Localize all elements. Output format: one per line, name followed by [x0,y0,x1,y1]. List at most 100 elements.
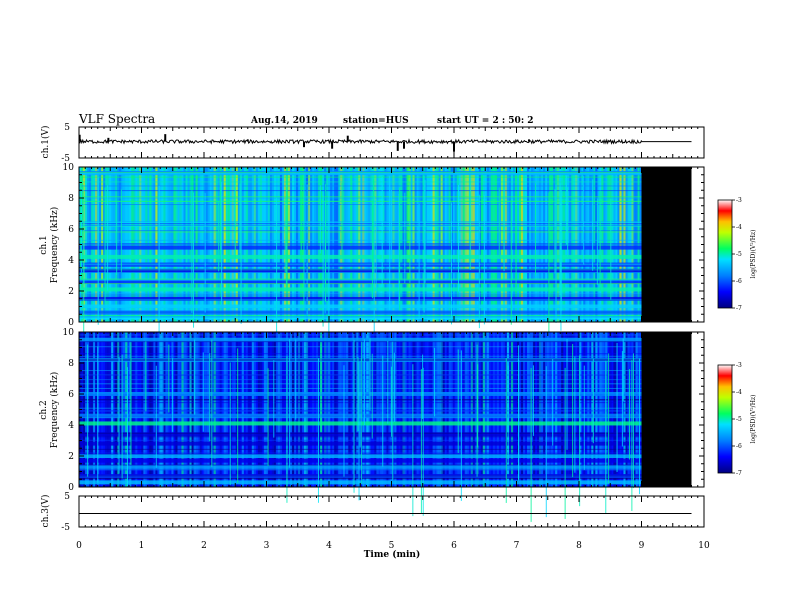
spectrogram-spike [130,342,132,465]
spectrogram-streak [352,332,355,487]
spectrogram-spike [193,192,195,328]
spectrogram-line [79,353,642,355]
spectrogram-spike [234,174,236,258]
spectrogram-streak [462,332,466,487]
spectrogram-streak [579,332,582,487]
spectrogram-spike [306,184,308,317]
spectrogram-streak [253,332,257,487]
spectrogram-streak [567,332,570,487]
spectrogram-streak [139,332,142,487]
spectrogram-streak [424,332,427,487]
spectrogram-spike [389,176,391,310]
spectrogram-spike [104,187,106,306]
spectrogram-line [79,171,642,173]
colorbar-tick-label: -6 [736,278,742,285]
spectrogram-streak [245,332,249,487]
spectrogram-streak [111,332,114,487]
spectrogram-streak [354,332,357,487]
spectrogram-streak [623,332,626,487]
spectrogram-streak [356,332,359,487]
spectrogram-streak [474,332,478,487]
spectrogram-streak [524,332,528,487]
spectrogram-streak [585,332,588,487]
spectrogram-line [79,173,642,175]
spectrogram-streak [295,332,299,487]
colorbar-tick-label: -4 [736,224,742,231]
spectrogram-spike [343,365,345,477]
spectrogram-spike [583,175,585,265]
spectrogram-streak [486,332,490,487]
spectrogram-streak [344,332,347,487]
spectrogram-streak [396,332,399,487]
spectrogram-streak [438,332,441,487]
spectrogram-streak [330,332,333,487]
spectrogram-line [79,306,642,308]
spectrogram-streak [472,332,476,487]
spectrogram-streak [293,332,297,487]
spectrogram-streak [101,332,104,487]
spectrogram-streak [488,332,492,487]
spectrogram-line [79,355,642,357]
spectrogram-streak [404,332,407,487]
spectrogram-spike [155,365,157,468]
spectrogram-streak [494,332,498,487]
spectrogram-spike [515,196,517,286]
spectrogram-spike [398,194,400,305]
spectrogram-streak [543,332,546,487]
no-data-region [641,332,692,487]
spectrogram-line [79,359,642,361]
spectrogram-streak [147,332,150,487]
spectrogram-spike [289,339,291,468]
spectrogram-spike [592,179,594,271]
spectrogram-streak [490,332,494,487]
spectrogram-streak [460,332,464,487]
spectrogram-streak [183,332,186,487]
colorbar-gradient [717,199,733,309]
spectrogram-spike [107,185,109,291]
spectrogram-line [79,230,642,232]
spectrogram-streak [547,332,550,487]
ch2-colorbar: -3 -4 -5 -6 -7 log(PSD)(V²/Hz) [717,362,757,477]
spectrogram-spike [404,192,406,283]
spectrogram-streak [299,332,303,487]
spectrogram-spike [237,348,239,483]
spectrogram-streak [271,332,275,487]
spectrogram-streak [526,332,530,487]
spectrogram-streak [595,332,598,487]
spectrogram-spike [554,189,556,274]
spectrogram-spike [477,364,479,448]
spectrogram-line [79,346,642,348]
spectrogram-streak [165,332,168,487]
spectrogram-streak [209,332,212,487]
spectrogram-spike [622,338,624,402]
start-time-label: start UT = 2 : 50: 2 [437,116,534,126]
spectrogram-spike [596,198,598,286]
spectrogram-streak [169,332,172,487]
spectrogram-line [79,292,642,294]
spectrogram-streak [591,332,594,487]
spectrogram-streak [454,332,457,487]
spectrogram-spike [422,354,424,419]
spectrogram-streak [382,332,385,487]
spectrogram-spike [418,203,420,318]
spectrogram-spike [285,176,287,286]
spectrogram-spike [97,177,99,325]
colorbar-tick-label: -3 [736,197,742,204]
spectrogram-streak [223,332,226,487]
spectrogram-streak [398,332,401,487]
spectrogram-spike [373,196,375,348]
spectrogram-streak [113,332,116,487]
spectrogram-spike [363,339,365,426]
spectrogram-streak [613,332,616,487]
spectrogram-band [79,171,642,176]
spectrogram-streak [123,332,126,487]
spectrogram-streak [95,332,98,487]
date-label: Aug.14, 2019 [250,116,318,126]
spectrogram-streak [553,332,556,487]
spectrogram-streak [316,332,319,487]
spectrogram-streak [203,332,206,487]
spectrogram-spike [393,352,395,422]
xtick-label: 7 [514,541,520,551]
spectrogram-spike [574,356,576,473]
